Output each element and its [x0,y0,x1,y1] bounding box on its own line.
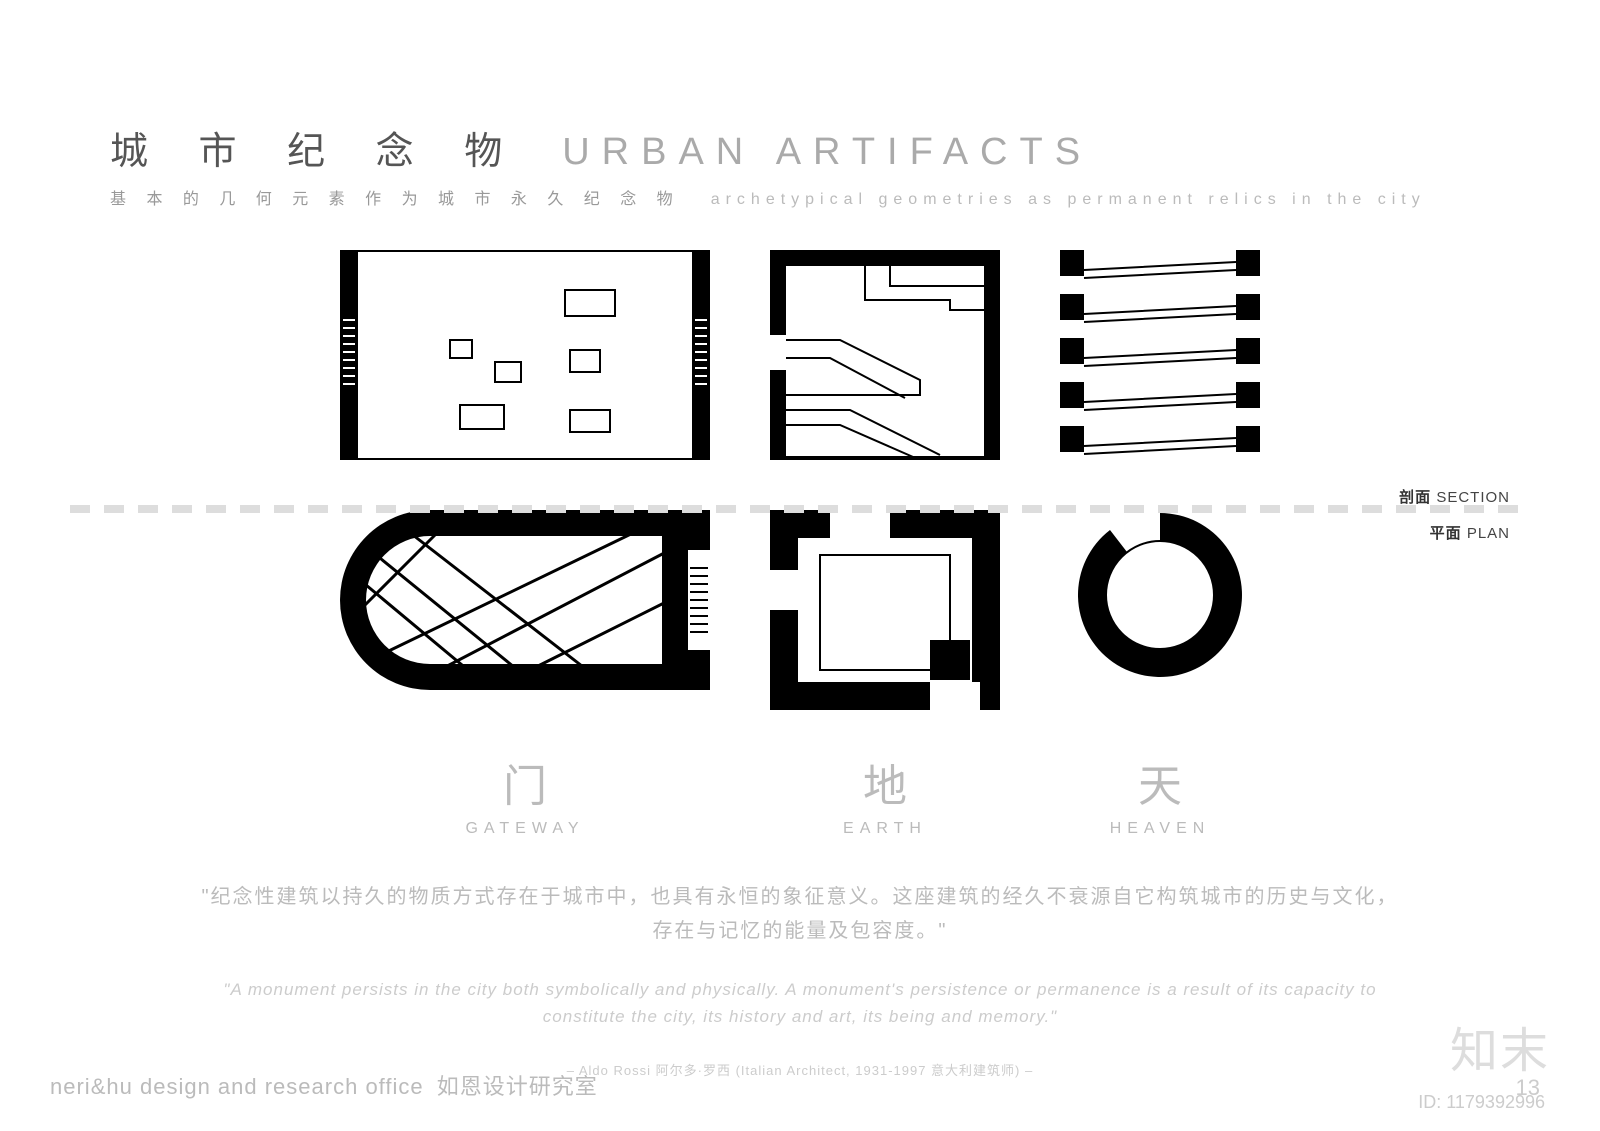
quote-en: "A monument persists in the city both sy… [200,976,1400,1030]
earth-cn: 地 [770,750,1000,814]
watermark-id: ID: 1179392996 [1418,1092,1545,1113]
section-label-cn: 剖面 [1399,489,1431,506]
gateway-section-icon [340,250,710,460]
heaven-section-icon [1060,250,1260,460]
section-plan-divider [70,505,1530,513]
earth-label: 地 EARTH [770,750,1000,838]
heaven-en: HEAVEN [1060,820,1260,838]
heaven-label: 天 HEAVEN [1060,750,1260,838]
watermark-logo: 知末 [1450,1011,1550,1081]
gateway-en: GATEWAY [340,820,710,838]
gateway-plan-icon [340,510,710,690]
row-plans [0,510,1600,710]
heaven-plan-icon [1060,510,1260,680]
quote-cn: "纪念性建筑以持久的物质方式存在于城市中，也具有永恒的象征意义。这座建筑的经久不… [200,880,1400,948]
earth-en: EARTH [770,820,1000,838]
subtitle-cn: 基 本 的 几 何 元 素 作 为 城 市 永 久 纪 念 物 [110,185,681,209]
column-labels: 门 GATEWAY 地 EARTH 天 HEAVEN [0,750,1600,838]
earth-section-icon [770,250,1000,460]
brand-amp: & [91,1074,107,1099]
brand-rest: design and research office [133,1074,424,1099]
quote-block: "纪念性建筑以持久的物质方式存在于城市中，也具有永恒的象征意义。这座建筑的经久不… [200,880,1400,1079]
gateway-label: 门 GATEWAY [340,750,710,838]
row-sections [0,250,1600,460]
brand-hu: hu [106,1074,132,1099]
subtitle-en: archetypical geometries as permanent rel… [711,191,1426,209]
title-en: URBAN ARTIFACTS [562,131,1092,174]
diagram-grid [0,250,1600,710]
brand-cn: 如恩设计研究室 [437,1074,598,1099]
page-header: 城 市 纪 念 物 URBAN ARTIFACTS 基 本 的 几 何 元 素 … [110,120,1426,209]
heaven-cn: 天 [1060,750,1260,814]
side-labels: 剖面 SECTION 平面 PLAN [1399,480,1510,552]
plan-label-cn: 平面 [1430,525,1462,542]
section-label-en: SECTION [1436,489,1510,506]
footer-brand: neri&hu design and research office 如恩设计研… [50,1069,598,1101]
brand-neri: neri [50,1074,91,1099]
gateway-cn: 门 [340,750,710,814]
plan-label-en: PLAN [1467,525,1510,542]
earth-plan-icon [770,510,1000,710]
title-cn: 城 市 纪 念 物 [110,120,522,175]
